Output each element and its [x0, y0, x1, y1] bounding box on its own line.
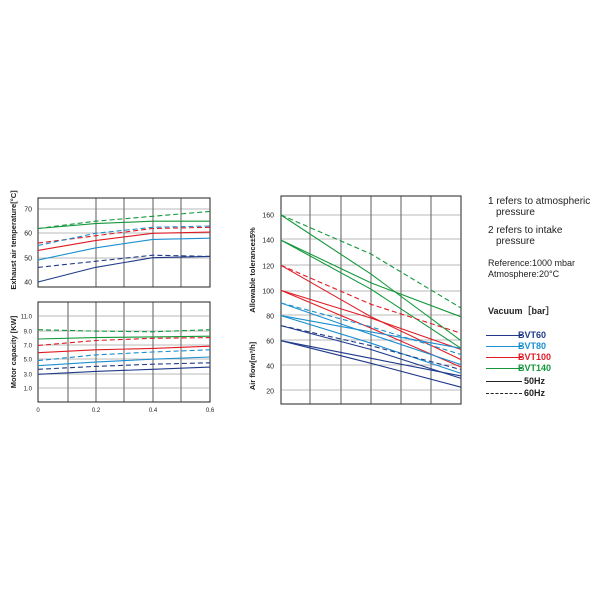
series-bvt140-dashed: [37, 329, 211, 333]
y-tick-label: 140: [262, 238, 274, 245]
series-bvt60-dashed: [37, 254, 211, 268]
y-tick-label: 120: [262, 264, 274, 271]
series-bvt100-solid: [37, 231, 211, 251]
legend-swatch: [486, 393, 522, 394]
series-bvt100-dashed: [280, 264, 462, 334]
y-tick-label: 40: [24, 280, 32, 287]
series-bvt140-dashed: [37, 210, 211, 230]
series-bvt80-solid: [37, 356, 211, 367]
x-tick-label: 0: [36, 408, 40, 414]
y-tick-label: 5.0: [24, 358, 33, 364]
chart-1: 70 60 50 40 Exhaust air temperature[°C]: [9, 190, 211, 290]
y-tick-label: 11.0: [21, 315, 33, 321]
y-tick-label: 160: [262, 213, 274, 220]
series-bvt140-solid: [280, 239, 462, 318]
series-bvt60-solid: [280, 340, 462, 388]
y-tick-label: 9.0: [24, 330, 33, 336]
x-tick-label: 0.4: [149, 408, 158, 414]
legend-item-50hz: 50Hz: [486, 376, 576, 388]
legend-swatch: [486, 346, 522, 347]
legend-label: 50Hz: [524, 376, 546, 386]
series-bvt80-dashed: [280, 302, 462, 356]
legend-label: BVT140: [518, 363, 552, 373]
y-tick-label: 60: [266, 339, 274, 346]
note-atmospheric-line2: pressure: [496, 207, 535, 218]
y-tick-label: 50: [24, 256, 32, 263]
legend-label: 60Hz: [524, 388, 546, 398]
note-reference: Reference:1000 mbar Atmosphere:20°C: [488, 258, 575, 280]
series-bvt80-solid: [37, 237, 211, 261]
x-tick-label: 0.2: [92, 408, 101, 414]
series-bvt60-solid: [37, 366, 211, 375]
y-axis-label: Motor capacity [KW]: [9, 315, 18, 388]
series-bvt140-solid: [37, 220, 210, 230]
note-atmospheric-line1: 1 refers to atmospheric: [488, 196, 591, 207]
series-bvt60-dashed: [280, 325, 462, 371]
chart-2: 11.0 9.0 7.0 5.0 3.0 1.0 0 0.2 0.4 0.6 Motor capac…: [9, 301, 215, 414]
y-tick-label: 7.0: [24, 344, 33, 350]
legend-swatch: [486, 335, 522, 336]
series-bvt80-dashed: [37, 349, 211, 362]
series-bvt140-dashed: [280, 214, 462, 309]
y-tick-label: 3.0: [24, 373, 33, 379]
legend-item-bvt140: BVT140: [486, 363, 576, 375]
legend-item-bvt100: BVT100: [486, 352, 576, 364]
legend-item-bvt60: BVT60: [486, 330, 576, 342]
legend-title: Vacuum［bar］: [488, 306, 555, 316]
note-intake-line2: pressure: [496, 236, 535, 247]
y-tick-label: 1.0: [24, 387, 33, 393]
note-intake-line1: 2 refers to intake: [488, 225, 563, 236]
y-tick-label: 60: [24, 231, 32, 238]
chart-3: 160 140 120 100 80 60 40 20 Allowable tolerance±…: [248, 195, 462, 405]
legend-label: BVT80: [518, 341, 547, 351]
legend-swatch: [486, 381, 522, 382]
series-bvt60-solid: [37, 255, 211, 283]
series-bvt100-solid: [280, 289, 462, 351]
series-bvt80-dashed: [37, 225, 211, 247]
series-bvt100-dashed: [37, 337, 211, 347]
series-bvt80-solid: [280, 302, 462, 366]
series-bvt60-solid: [280, 340, 462, 377]
y-tick-label: 100: [262, 289, 274, 296]
series-bvt140-solid: [280, 239, 462, 349]
series-bvt100-dashed: [37, 226, 211, 244]
y-tick-label: 40: [266, 364, 274, 371]
y-tick-label: 20: [266, 389, 274, 396]
note-atmospheric: 1 refers to atmospheric pressure: [488, 196, 590, 218]
y-tick-label: 80: [266, 314, 274, 321]
note-intake: 2 refers to intake pressure: [488, 225, 562, 247]
series-bvt80-solid: [280, 315, 462, 374]
series-bvt60-solid: [280, 325, 462, 379]
series-bvt140-solid: [280, 214, 462, 342]
y-tick-label: 70: [24, 207, 32, 214]
y-axis-label: Exhaust air temperature[°C]: [9, 190, 18, 290]
legend-label: BVT100: [518, 352, 552, 362]
atmosphere-text: Atmosphere:20°C: [488, 269, 560, 279]
legend-item-bvt80: BVT80: [486, 341, 576, 353]
reference-text: Reference:1000 mbar: [488, 258, 576, 268]
y-axis-label-secondary: Air flow[m³/h]: [248, 341, 257, 390]
series-bvt60-dashed: [37, 362, 211, 370]
legend-swatch: [486, 368, 522, 369]
series-bvt100-solid: [37, 345, 211, 354]
series-bvt80-solid: [280, 315, 462, 349]
legend-swatch: [486, 357, 522, 358]
x-tick-label: 0.6: [206, 408, 215, 414]
series-bvt140-solid: [37, 335, 211, 340]
legend-item-60hz: 60Hz: [486, 388, 576, 400]
y-axis-label: Allowable tolerance±5%: [248, 227, 257, 313]
legend-label: BVT60: [518, 330, 547, 340]
